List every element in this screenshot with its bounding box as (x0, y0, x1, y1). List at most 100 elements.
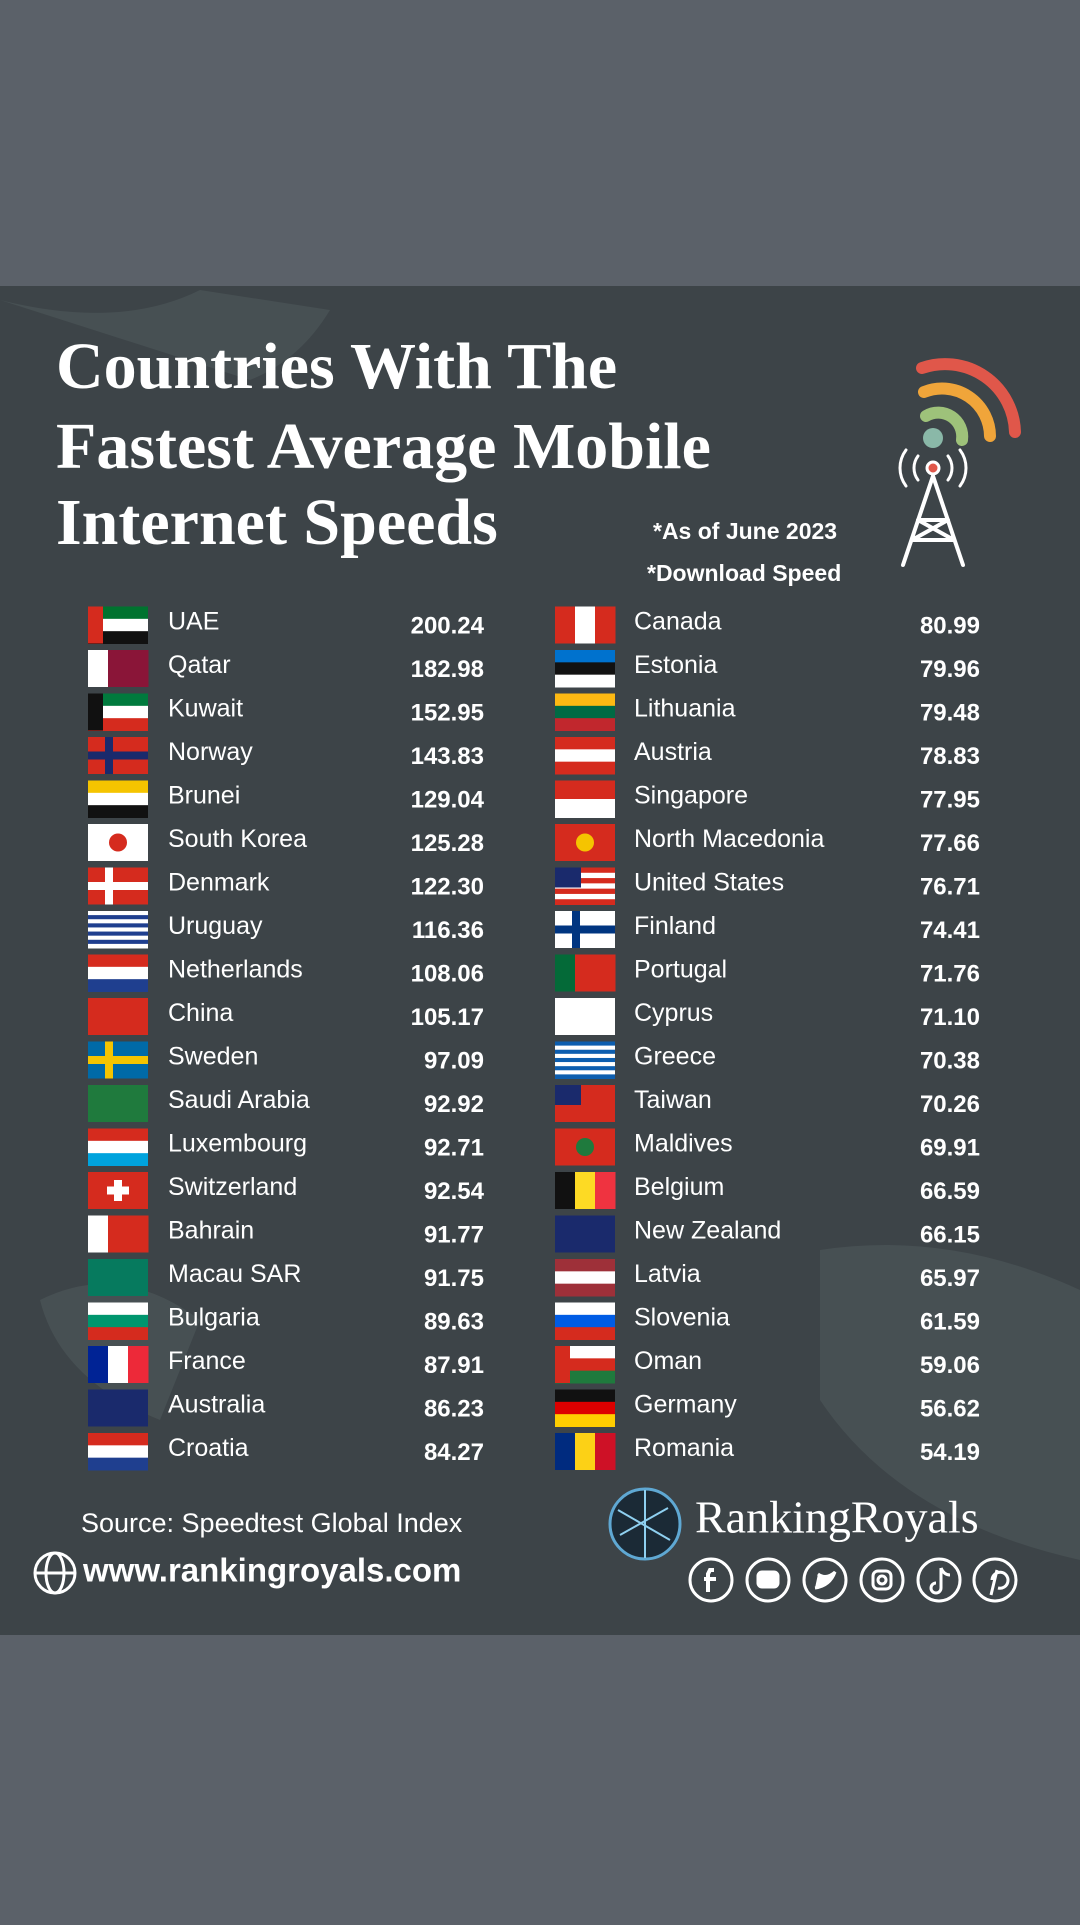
flag-part (555, 737, 615, 750)
flag-part (128, 1215, 149, 1253)
flag-part (88, 911, 148, 916)
flag-part (88, 1140, 148, 1154)
flag-part (88, 998, 148, 1035)
flag-part (88, 939, 148, 945)
flag-part (555, 650, 615, 663)
flag-part (555, 867, 615, 874)
flag-part (575, 1172, 596, 1209)
speed-value: 71.10 (920, 1004, 980, 1031)
speed-value: 54.19 (920, 1439, 980, 1466)
country-name: Qatar (168, 651, 231, 679)
country-name: New Zealand (634, 1217, 781, 1245)
flag-part (88, 792, 148, 806)
speed-value: 182.98 (411, 656, 484, 683)
flag (88, 1433, 148, 1471)
flag (88, 867, 148, 905)
flag-part (555, 1053, 615, 1059)
speed-value: 87.91 (424, 1352, 484, 1379)
speed-value: 61.59 (920, 1308, 980, 1335)
flag-part (555, 1074, 615, 1079)
flag-part (555, 1062, 615, 1067)
flag-part (555, 718, 615, 731)
flag-part (88, 1259, 148, 1296)
flag-part (88, 1327, 148, 1340)
flag (88, 998, 148, 1035)
globe-icon (33, 1551, 77, 1595)
country-name: Estonia (634, 651, 717, 679)
country-name: Cyprus (634, 999, 713, 1027)
country-name: Australia (168, 1391, 265, 1419)
country-name: Luxembourg (168, 1130, 307, 1158)
speed-value: 92.54 (424, 1178, 485, 1205)
country-name: Lithuania (634, 695, 736, 723)
country-name: Brunei (168, 782, 240, 810)
flag (88, 737, 148, 774)
map-shape (0, 290, 1080, 1560)
speed-value: 91.75 (424, 1265, 484, 1292)
flag-part (555, 1259, 615, 1272)
speed-value: 143.83 (411, 743, 484, 770)
flag-part (88, 979, 148, 992)
flag-part (555, 1433, 576, 1470)
speed-value: 92.92 (424, 1091, 484, 1118)
flag-part (108, 650, 129, 687)
flag-part (555, 893, 615, 900)
flag (555, 1128, 615, 1166)
flag (88, 1085, 148, 1122)
flag-part (555, 761, 615, 775)
flag-part (88, 882, 148, 890)
flag (555, 998, 615, 1035)
flag-part (555, 878, 615, 884)
flag-part (108, 1215, 129, 1253)
flag (88, 1215, 149, 1253)
flag (88, 1172, 148, 1209)
country-name: Netherlands (168, 956, 303, 984)
flag (88, 1041, 148, 1079)
speed-value: 89.63 (424, 1308, 484, 1335)
speed-value: 129.04 (411, 786, 485, 813)
flag-part (555, 674, 615, 688)
brand-logo (608, 1487, 682, 1561)
flag (555, 1172, 616, 1209)
country-name: Austria (634, 738, 712, 766)
speed-value: 78.83 (920, 743, 980, 770)
flag-part (555, 1070, 615, 1075)
flag (88, 693, 148, 731)
flag-part (595, 606, 616, 644)
title-line: Countries With The (56, 330, 617, 403)
flag-part (88, 805, 148, 818)
flag-part (555, 1302, 615, 1316)
speed-value: 79.96 (920, 656, 980, 683)
flag-part (576, 1138, 594, 1156)
speed-value: 74.41 (920, 917, 980, 944)
flag-part (595, 954, 616, 992)
flag (555, 824, 615, 861)
flag-part (575, 1433, 596, 1470)
country-name: United States (634, 869, 784, 897)
speed-value: 77.66 (920, 830, 980, 857)
country-name: Maldives (634, 1130, 733, 1158)
flag-part (88, 915, 148, 920)
flag-part (88, 931, 148, 937)
flag-part (555, 1401, 615, 1415)
flag-part (128, 1346, 149, 1383)
country-name: Portugal (634, 956, 727, 984)
country-name: Denmark (168, 869, 270, 897)
country-name: France (168, 1347, 246, 1375)
speed-value: 125.28 (411, 830, 484, 857)
flag (555, 1433, 616, 1470)
country-name: Norway (168, 738, 253, 766)
speed-value: 77.95 (920, 786, 980, 813)
speed-value: 70.26 (920, 1091, 980, 1118)
flag (88, 1302, 148, 1340)
country-name: Kuwait (168, 695, 243, 723)
flag-part (88, 954, 148, 968)
flag (555, 954, 616, 992)
speed-value: 86.23 (424, 1395, 484, 1422)
flag-part (88, 693, 103, 731)
flag-part (109, 833, 127, 852)
flag-part (595, 1172, 616, 1209)
flag-part (88, 923, 148, 928)
flag-part (555, 872, 615, 879)
title-line: Internet Speeds (56, 486, 498, 559)
